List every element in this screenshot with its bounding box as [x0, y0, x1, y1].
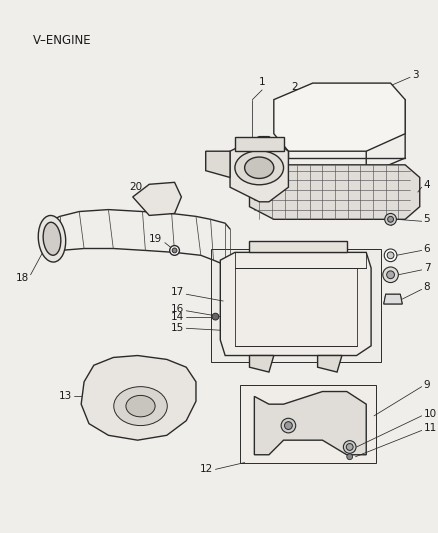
- Ellipse shape: [114, 386, 167, 425]
- Polygon shape: [133, 182, 181, 215]
- Text: 3: 3: [412, 70, 419, 80]
- Ellipse shape: [346, 443, 353, 450]
- Text: 1: 1: [259, 77, 265, 87]
- Ellipse shape: [387, 271, 395, 279]
- Polygon shape: [250, 165, 420, 219]
- Ellipse shape: [172, 248, 177, 253]
- Ellipse shape: [285, 422, 292, 430]
- Polygon shape: [250, 356, 274, 372]
- Ellipse shape: [43, 222, 61, 255]
- Ellipse shape: [38, 215, 66, 262]
- Text: 10: 10: [424, 409, 437, 419]
- Text: 13: 13: [59, 391, 72, 401]
- Ellipse shape: [388, 216, 393, 222]
- Ellipse shape: [281, 418, 296, 433]
- Text: 2: 2: [291, 82, 298, 92]
- Ellipse shape: [170, 246, 180, 255]
- Ellipse shape: [385, 214, 396, 225]
- Text: 6: 6: [424, 244, 430, 254]
- Text: 12: 12: [200, 464, 213, 474]
- Ellipse shape: [235, 151, 283, 185]
- Ellipse shape: [383, 267, 398, 282]
- Polygon shape: [384, 294, 402, 304]
- Polygon shape: [250, 241, 347, 253]
- Polygon shape: [206, 151, 230, 177]
- Text: 5: 5: [424, 214, 430, 224]
- Polygon shape: [254, 392, 366, 455]
- Text: 20: 20: [129, 182, 142, 192]
- Polygon shape: [235, 136, 283, 151]
- Text: 4: 4: [424, 180, 430, 190]
- Text: 7: 7: [424, 263, 430, 273]
- Text: 17: 17: [171, 287, 184, 297]
- Polygon shape: [318, 356, 342, 372]
- Polygon shape: [220, 253, 371, 356]
- Ellipse shape: [387, 252, 394, 259]
- Polygon shape: [274, 83, 405, 151]
- Text: 19: 19: [148, 234, 162, 244]
- Ellipse shape: [126, 395, 155, 417]
- Ellipse shape: [384, 249, 397, 262]
- Ellipse shape: [347, 454, 353, 459]
- Text: 16: 16: [171, 304, 184, 314]
- Text: V–ENGINE: V–ENGINE: [32, 35, 91, 47]
- Text: 18: 18: [15, 273, 28, 282]
- Text: 8: 8: [424, 282, 430, 293]
- Ellipse shape: [343, 441, 356, 453]
- Polygon shape: [211, 248, 381, 362]
- Text: 14: 14: [171, 312, 184, 321]
- Text: 9: 9: [424, 379, 430, 390]
- Text: 11: 11: [424, 424, 437, 433]
- Ellipse shape: [245, 157, 274, 179]
- Ellipse shape: [212, 313, 219, 320]
- Text: 15: 15: [171, 324, 184, 333]
- Polygon shape: [240, 385, 376, 463]
- Polygon shape: [230, 136, 288, 202]
- Polygon shape: [81, 356, 196, 440]
